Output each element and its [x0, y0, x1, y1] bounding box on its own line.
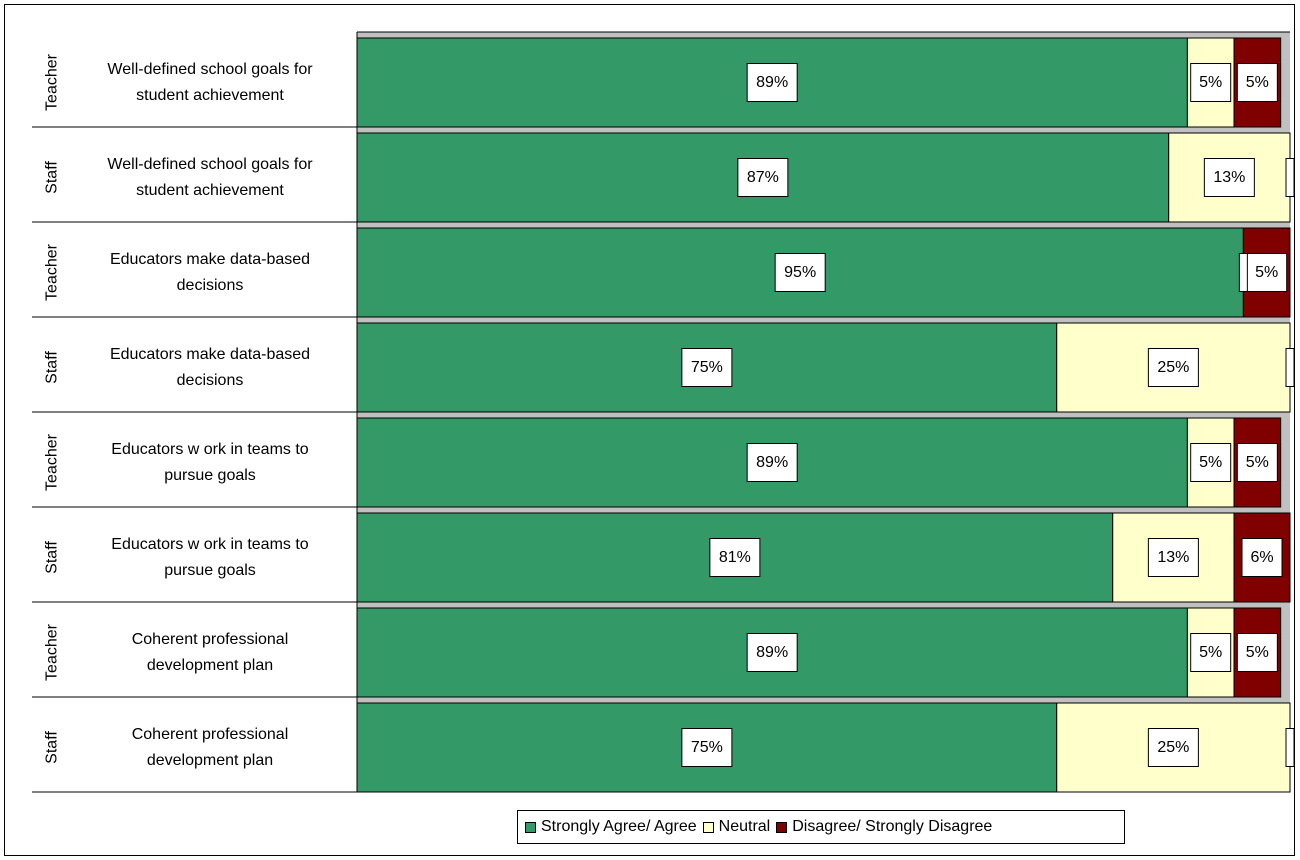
- data-label-box: [1236, 633, 1278, 672]
- category-label: Educators make data-based: [110, 346, 310, 363]
- data-label-box-empty: [1285, 728, 1295, 767]
- data-label: 6%: [1250, 549, 1273, 566]
- category-label: student achievement: [136, 182, 284, 199]
- category-label: decisions: [177, 372, 244, 389]
- category-label: Educators make data-based: [110, 251, 310, 268]
- data-label: 89%: [756, 454, 788, 471]
- data-label: 87%: [747, 169, 779, 186]
- data-label-box: [737, 158, 789, 197]
- category-label: pursue goals: [164, 467, 256, 484]
- data-label-box: [1147, 348, 1199, 387]
- data-label: 5%: [1199, 74, 1222, 91]
- group-label: Staff: [44, 161, 61, 194]
- legend-item-disagree: Disagree/ Strongly Disagree: [776, 818, 992, 836]
- group-label: Staff: [44, 731, 61, 764]
- data-label: 25%: [1157, 739, 1189, 756]
- data-label: 5%: [1199, 454, 1222, 471]
- legend-item-neutral: Neutral: [702, 818, 771, 836]
- data-label: 81%: [719, 549, 751, 566]
- data-label-box: [681, 728, 733, 767]
- data-label-box: [1147, 728, 1199, 767]
- data-label: 5%: [1246, 74, 1269, 91]
- data-label: 5%: [1246, 454, 1269, 471]
- data-label-box: [1190, 443, 1232, 482]
- category-label: pursue goals: [164, 562, 256, 579]
- data-label-box: [746, 443, 798, 482]
- category-label: Well-defined school goals for: [107, 61, 313, 78]
- legend-label-agree: Strongly Agree/ Agree: [541, 818, 697, 835]
- legend-item-agree: Strongly Agree/ Agree: [525, 818, 697, 836]
- group-label: Staff: [44, 541, 61, 574]
- category-label: student achievement: [136, 87, 284, 104]
- group-label: Staff: [44, 351, 61, 384]
- data-label-box: [681, 348, 733, 387]
- category-label: decisions: [177, 277, 244, 294]
- data-label: 25%: [1157, 359, 1189, 376]
- data-label-box: [746, 633, 798, 672]
- data-label-box: [709, 538, 761, 577]
- legend-swatch-disagree: [776, 821, 788, 833]
- category-label: development plan: [147, 752, 273, 769]
- data-label-box: [1236, 443, 1278, 482]
- data-label-box-empty: [1285, 158, 1295, 197]
- data-label-box-empty: [1285, 348, 1295, 387]
- category-label: Coherent professional: [132, 726, 289, 743]
- data-label: 75%: [691, 359, 723, 376]
- data-label-box: [1246, 253, 1288, 292]
- data-label: 13%: [1157, 549, 1189, 566]
- data-label: 89%: [756, 644, 788, 661]
- legend-label-disagree: Disagree/ Strongly Disagree: [792, 818, 993, 835]
- data-label-box: [774, 253, 826, 292]
- group-label: Teacher: [44, 53, 61, 111]
- data-label-box: [1147, 538, 1199, 577]
- group-label: Teacher: [44, 433, 61, 491]
- category-label: Educators w ork in teams to: [111, 536, 309, 553]
- legend-swatch-agree: [525, 821, 536, 833]
- legend-label-neutral: Neutral: [718, 818, 771, 835]
- legend-swatch-neutral: [702, 821, 714, 833]
- data-label-box: [1241, 538, 1283, 577]
- data-label-box: [1236, 63, 1278, 102]
- data-label: 75%: [691, 739, 723, 756]
- category-label: Coherent professional: [132, 631, 289, 648]
- data-label: 5%: [1199, 644, 1222, 661]
- data-label-box: [1190, 63, 1232, 102]
- category-label: Educators w ork in teams to: [111, 441, 309, 458]
- data-label: 13%: [1213, 169, 1245, 186]
- data-label-box: [1203, 158, 1255, 197]
- group-label: Teacher: [44, 243, 61, 301]
- group-label: Teacher: [44, 623, 61, 681]
- data-label: 89%: [756, 74, 788, 91]
- data-label-box-empty: [1238, 253, 1248, 292]
- data-label-box: [746, 63, 798, 102]
- data-label: 5%: [1246, 644, 1269, 661]
- data-label-box: [1190, 633, 1232, 672]
- data-label: 95%: [784, 264, 816, 281]
- chart-legend: Strongly Agree/ Agree Neutral Disagree/ …: [517, 810, 1125, 844]
- data-label: 5%: [1255, 264, 1278, 281]
- category-label: Well-defined school goals for: [107, 156, 313, 173]
- category-label: development plan: [147, 657, 273, 674]
